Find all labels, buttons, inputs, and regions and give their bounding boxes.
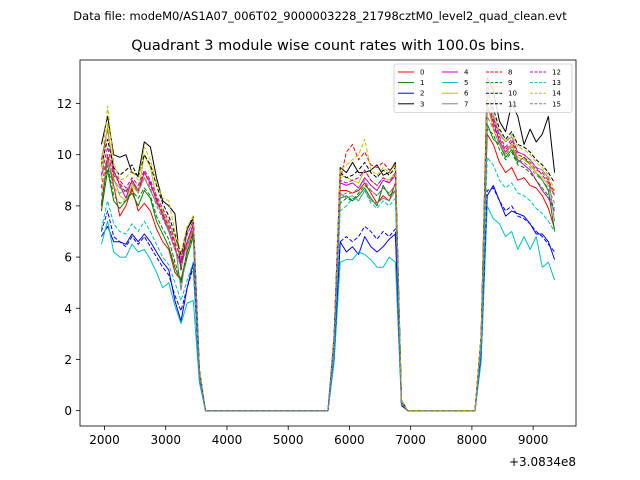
y-tick-label: 10 bbox=[57, 148, 72, 162]
x-tick-label: 8000 bbox=[457, 433, 488, 447]
series-line-15 bbox=[100, 115, 556, 412]
x-tick-label: 2000 bbox=[89, 433, 120, 447]
series-line-5 bbox=[100, 205, 556, 412]
legend-label-11: 11 bbox=[508, 100, 517, 108]
legend-label-12: 12 bbox=[552, 69, 561, 77]
legend-label-14: 14 bbox=[552, 90, 561, 98]
plot-area: 2000 3000 4000 5000 6000 7000 8000 900002468101… bbox=[57, 59, 577, 469]
x-offset-label: +3.0834e8 bbox=[509, 455, 576, 469]
legend-label-2: 2 bbox=[420, 90, 424, 98]
y-tick-label: 8 bbox=[64, 199, 72, 213]
y-tick-label: 12 bbox=[57, 97, 72, 111]
axes-frame bbox=[79, 59, 577, 427]
y-tick-label: 6 bbox=[64, 251, 72, 265]
y-tick-label: 0 bbox=[64, 404, 72, 418]
legend-label-5: 5 bbox=[464, 79, 468, 87]
legend-label-3: 3 bbox=[420, 100, 424, 108]
legend-box bbox=[393, 63, 573, 113]
legend-label-6: 6 bbox=[464, 90, 469, 98]
legend-label-10: 10 bbox=[508, 90, 517, 98]
x-tick-label: 6000 bbox=[334, 433, 365, 447]
y-tick-label: 2 bbox=[64, 353, 72, 367]
legend-label-7: 7 bbox=[464, 100, 468, 108]
x-tick-label: 5000 bbox=[273, 433, 304, 447]
x-tick-label: 4000 bbox=[212, 433, 243, 447]
legend-label-9: 9 bbox=[508, 79, 512, 87]
series-lines bbox=[100, 77, 556, 412]
y-tick-label: 4 bbox=[64, 302, 72, 316]
legend-label-0: 0 bbox=[420, 69, 424, 77]
x-tick-label: 7000 bbox=[395, 433, 426, 447]
x-tick-label: 3000 bbox=[150, 433, 181, 447]
legend-label-15: 15 bbox=[552, 100, 561, 108]
legend-label-13: 13 bbox=[552, 79, 561, 87]
x-tick-label: 9000 bbox=[518, 433, 549, 447]
chart-title: Quadrant 3 module wise count rates with … bbox=[131, 38, 525, 54]
legend-label-4: 4 bbox=[464, 69, 469, 77]
legend-label-8: 8 bbox=[508, 69, 512, 77]
legend-label-1: 1 bbox=[420, 79, 424, 87]
figure-suptitle: Data file: modeM0/AS1A07_006T02_90000032… bbox=[73, 9, 567, 23]
